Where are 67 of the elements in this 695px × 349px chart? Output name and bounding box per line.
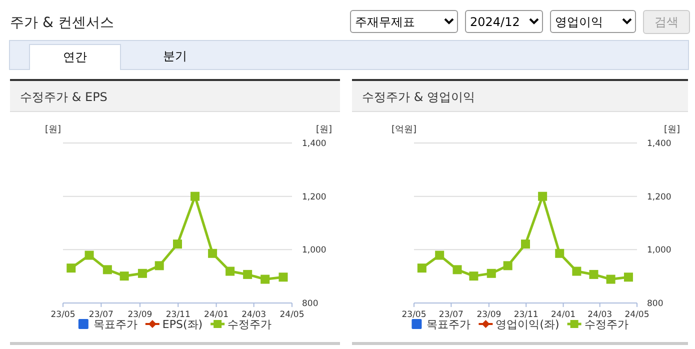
point bbox=[555, 248, 564, 258]
point bbox=[589, 270, 598, 279]
x-tick-label: 23/09 bbox=[476, 310, 502, 320]
chart-title: 수정주가 & EPS bbox=[20, 89, 108, 106]
legend-label: EPS(좌) bbox=[162, 318, 203, 331]
y2-tick-label: 1,200 bbox=[302, 192, 326, 202]
x-tick-label: 23/07 bbox=[438, 310, 464, 320]
point bbox=[120, 272, 129, 281]
x-tick-label: 24/01 bbox=[551, 310, 576, 320]
x-tick-label: 23/07 bbox=[88, 310, 114, 320]
point bbox=[624, 272, 633, 282]
text: 연간 bbox=[29, 44, 121, 70]
point bbox=[208, 248, 218, 258]
text: 2024/12 bbox=[465, 10, 543, 33]
point bbox=[606, 274, 616, 284]
text: 검색 bbox=[643, 10, 690, 34]
point bbox=[572, 266, 582, 276]
point bbox=[417, 264, 426, 273]
y2-tick-label: 1,400 bbox=[647, 139, 672, 149]
point bbox=[102, 265, 112, 274]
point bbox=[66, 264, 76, 273]
point bbox=[173, 240, 182, 249]
y2-tick-label: 1,000 bbox=[302, 246, 326, 256]
point bbox=[154, 261, 164, 270]
point bbox=[486, 268, 496, 278]
y2-tick-label: 1,000 bbox=[647, 246, 672, 256]
point bbox=[452, 265, 462, 274]
x-tick-label: 24/05 bbox=[280, 310, 304, 320]
x-tick-label: 24/05 bbox=[624, 310, 650, 320]
point bbox=[84, 250, 94, 260]
x-tick-label: 23/05 bbox=[50, 310, 76, 320]
point bbox=[278, 272, 288, 282]
legend-label: 목표주가 bbox=[93, 318, 138, 331]
point bbox=[435, 250, 444, 260]
x-tick-label: 23/11 bbox=[166, 310, 190, 320]
chart-title: 수정주가 & 영업이익 bbox=[362, 89, 475, 106]
y2-axis-title: [원] bbox=[664, 125, 680, 135]
x-tick-label: 23/05 bbox=[402, 310, 426, 320]
y-axis-title: [원] bbox=[44, 125, 62, 135]
y-axis-title: [억원] bbox=[391, 125, 417, 135]
point bbox=[469, 272, 478, 281]
point bbox=[260, 274, 270, 284]
point bbox=[243, 270, 252, 279]
x-tick-label: 24/01 bbox=[204, 310, 229, 320]
legend-label: 수정주가 bbox=[584, 318, 628, 331]
y2-tick-label: 1,200 bbox=[647, 192, 672, 202]
text: 영업이익 bbox=[550, 10, 636, 33]
legend-label: 수정주가 bbox=[228, 318, 272, 331]
x-tick-label: 24/03 bbox=[242, 310, 266, 320]
point bbox=[226, 266, 235, 276]
legend-label: 목표주가 bbox=[426, 318, 471, 331]
x-tick-label: 24/03 bbox=[588, 310, 612, 320]
y2-tick-label: 800 bbox=[302, 299, 318, 309]
point bbox=[138, 268, 147, 278]
text: 분기 bbox=[162, 48, 188, 65]
point bbox=[538, 192, 548, 201]
y2-axis-title: [원] bbox=[316, 125, 332, 135]
legend-label: 영업이익(좌) bbox=[496, 318, 560, 331]
point bbox=[521, 240, 530, 249]
x-tick-label: 23/11 bbox=[514, 310, 538, 320]
x-tick-label: 23/09 bbox=[128, 310, 152, 320]
y2-tick-label: 1,400 bbox=[302, 139, 326, 149]
point bbox=[190, 192, 200, 201]
point bbox=[503, 261, 512, 270]
text: 주가 & 컨센서스 bbox=[10, 14, 114, 32]
y2-tick-label: 800 bbox=[647, 299, 664, 309]
text: 주재무제표 bbox=[350, 10, 458, 33]
